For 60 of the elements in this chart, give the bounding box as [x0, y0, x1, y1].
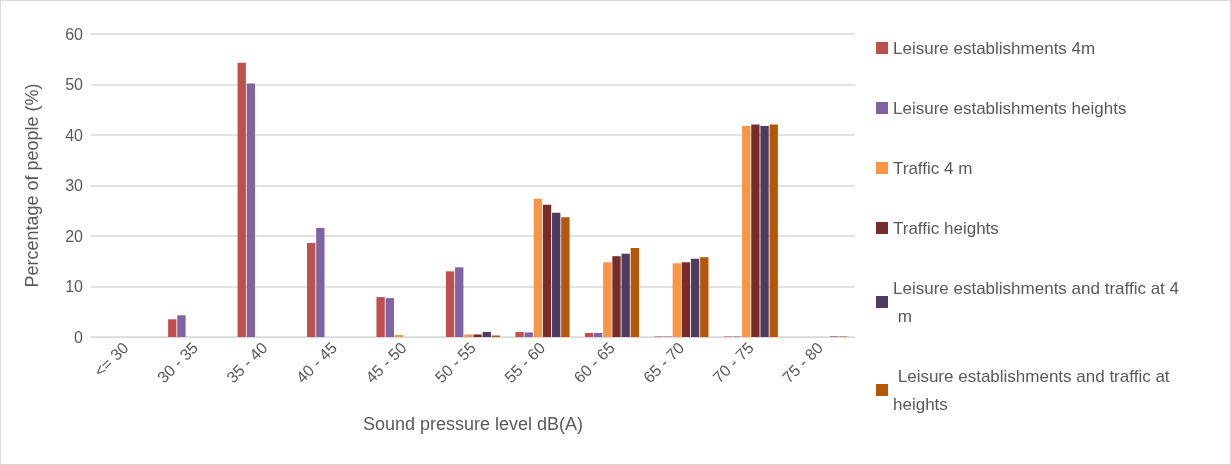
y-tick-label: 50	[65, 76, 84, 93]
bar	[561, 217, 570, 337]
bar	[168, 319, 177, 337]
bar	[177, 315, 186, 337]
y-tick-label: 10	[65, 278, 84, 295]
bar	[603, 262, 612, 337]
x-tick-label: 60 - 65	[570, 338, 618, 387]
x-tick-label: <= 30	[90, 338, 132, 380]
x-tick-label: 50 - 55	[431, 338, 480, 387]
bar	[612, 256, 621, 337]
x-tick-label: 40 - 45	[292, 338, 341, 387]
x-tick-label: 30 - 35	[153, 338, 202, 387]
bar	[681, 262, 691, 337]
y-tick-label: 20	[65, 227, 84, 245]
bar	[552, 212, 561, 337]
bar	[542, 204, 552, 337]
bar	[672, 263, 681, 337]
bar	[593, 332, 603, 337]
bar	[760, 125, 769, 337]
y-axis-title: Percentage of people (%)	[22, 83, 42, 288]
legend-label: Leisure establishments and traffic at heights	[893, 366, 1175, 414]
bar	[464, 334, 473, 337]
y-tick-label: 40	[65, 126, 84, 144]
bar	[394, 334, 404, 337]
bar	[316, 227, 325, 337]
bar	[584, 332, 594, 337]
y-tick-label: 60	[65, 25, 84, 43]
bar	[385, 298, 394, 337]
bar	[630, 248, 639, 337]
bar	[524, 332, 533, 337]
y-tick-label: 0	[74, 328, 84, 346]
bar	[473, 334, 482, 337]
x-tick-label: 35 - 40	[223, 338, 271, 387]
bar	[376, 297, 385, 337]
bar	[700, 257, 709, 337]
legend-label: Leisure establishments and traffic at 4 m	[893, 278, 1180, 326]
bar	[742, 125, 751, 337]
bar	[445, 271, 455, 337]
bar	[769, 124, 778, 337]
bar	[307, 243, 316, 337]
bar	[515, 331, 524, 337]
legend-label: Traffic heights	[893, 218, 999, 238]
x-axis-title: Sound pressure level dB(A)	[362, 414, 584, 434]
x-tick-label: 70 - 75	[709, 338, 757, 387]
x-tick-label: 45 - 50	[362, 338, 410, 387]
bar	[482, 331, 491, 337]
x-tick-label: 65 - 70	[640, 338, 688, 387]
bar	[455, 267, 464, 337]
bar	[246, 83, 256, 337]
legend-label: Traffic 4 m	[893, 158, 973, 178]
x-tick-label: 55 - 60	[501, 338, 549, 387]
bar	[690, 258, 700, 337]
bar	[533, 198, 543, 337]
legend-label: Leisure establishments 4m	[893, 38, 1096, 58]
legend-label: Leisure establishments heights	[893, 98, 1127, 118]
bar	[751, 124, 760, 337]
bar	[621, 253, 630, 337]
y-tick-label: 30	[65, 177, 84, 194]
x-tick-label: 75 - 80	[779, 338, 827, 387]
bar	[237, 62, 246, 337]
